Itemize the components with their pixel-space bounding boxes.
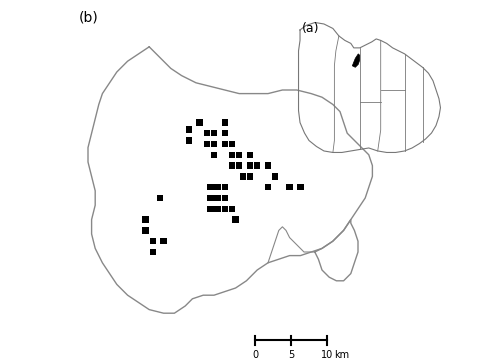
- Text: 0: 0: [252, 350, 258, 360]
- Bar: [214, 206, 221, 212]
- Text: km: km: [334, 350, 349, 360]
- Bar: [157, 195, 163, 201]
- Bar: [272, 173, 278, 180]
- Text: 5: 5: [288, 350, 294, 360]
- Bar: [186, 137, 192, 144]
- Bar: [254, 162, 260, 169]
- Bar: [222, 206, 228, 212]
- Bar: [142, 216, 149, 223]
- Bar: [229, 152, 235, 158]
- Bar: [211, 141, 217, 147]
- Bar: [229, 141, 235, 147]
- Bar: [286, 184, 293, 190]
- Bar: [265, 184, 271, 190]
- Bar: [236, 162, 242, 169]
- Bar: [297, 184, 304, 190]
- Bar: [207, 206, 214, 212]
- Bar: [211, 152, 217, 158]
- Bar: [222, 119, 228, 126]
- Bar: [142, 227, 149, 234]
- Bar: [160, 238, 167, 244]
- Bar: [229, 206, 235, 212]
- Bar: [229, 162, 235, 169]
- Bar: [222, 141, 228, 147]
- Bar: [186, 126, 192, 133]
- Bar: [204, 141, 210, 147]
- Bar: [222, 130, 228, 136]
- Bar: [207, 195, 214, 201]
- Text: (b): (b): [79, 11, 99, 25]
- Bar: [150, 249, 156, 255]
- Bar: [236, 152, 242, 158]
- Bar: [240, 173, 246, 180]
- Bar: [207, 184, 214, 190]
- Bar: [222, 184, 228, 190]
- Bar: [247, 162, 253, 169]
- Bar: [211, 130, 217, 136]
- Bar: [247, 173, 253, 180]
- Bar: [247, 152, 253, 158]
- Bar: [196, 119, 203, 126]
- Bar: [232, 216, 239, 223]
- Bar: [150, 238, 156, 244]
- Bar: [214, 184, 221, 190]
- Polygon shape: [352, 54, 360, 67]
- Bar: [222, 195, 228, 201]
- Bar: [214, 195, 221, 201]
- Text: 10: 10: [322, 350, 334, 360]
- Bar: [265, 162, 271, 169]
- Bar: [204, 130, 210, 136]
- Text: (a): (a): [302, 22, 319, 36]
